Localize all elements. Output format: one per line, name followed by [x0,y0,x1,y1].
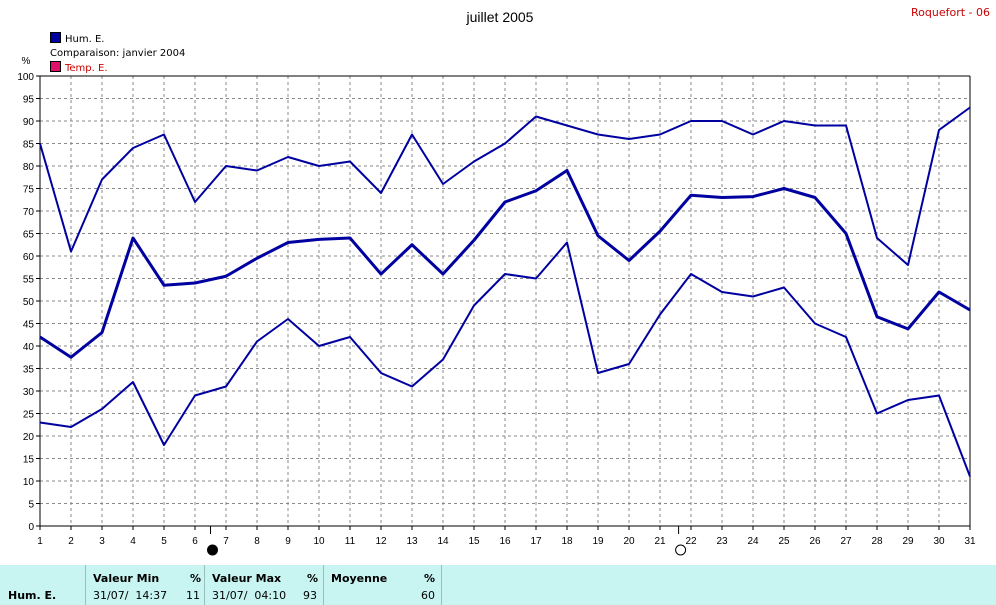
chart-title: juillet 2005 [466,9,534,25]
stats-min-unit: % [190,572,202,585]
x-tick-label: 9 [285,536,291,547]
x-tick-label: 12 [375,536,387,547]
y-tick-label: 90 [23,117,35,128]
y-tick-label: 45 [23,320,35,331]
x-tick-label: 27 [840,536,852,547]
station-name: Roquefort - 06 [911,6,990,19]
axes [36,75,971,530]
x-tick-label: 22 [685,536,697,547]
x-tick-label: 3 [99,536,105,547]
x-tick-labels: 1 2 3 4 5 6 7 8 9 10 11 12 13 14 15 16 17 18 19 20 21 22 23 24 2… [37,536,976,547]
stats-avg-value: 60 [421,589,435,602]
y-tick-label: 65 [23,230,35,241]
grid [40,75,971,526]
x-tick-label: 15 [468,536,480,547]
stats-min-header: Valeur Min [93,572,160,585]
stats-footer: Hum. E. Valeur Min % 31/07/ 14:37 11 Val… [0,565,996,605]
x-tick-label: 14 [437,536,449,547]
x-tick-label: 6 [192,536,198,547]
x-tick-label: 8 [254,536,260,547]
stats-avg-cell: Moyenne % 60 [324,565,442,605]
moon-phase-markers [207,526,687,556]
x-tick-label: 21 [654,536,666,547]
y-tick-label: 15 [23,455,35,466]
y-tick-labels: 0 5 10 15 20 25 30 35 40 45 50 55 60 65 70 75 80 85 90 95 10… [17,72,34,533]
x-tick-label: 19 [592,536,604,547]
stats-max-unit: % [307,572,319,585]
legend-swatch-temperature [50,61,61,72]
full-moon-icon [675,544,687,556]
x-tick-label: 5 [161,536,167,547]
series-line-min [39,241,971,477]
y-tick-label: 95 [23,95,35,106]
stats-max-date: 31/07/ 04:10 [212,589,287,602]
y-tick-label: 5 [28,500,34,511]
y-tick-label: 40 [23,342,35,353]
y-tick-label: 50 [23,297,35,308]
legend-label: Hum. E. [65,34,105,45]
y-tick-label: 0 [28,522,34,533]
series-line-mean [39,169,971,359]
x-tick-label: 10 [313,536,325,547]
x-tick-label: 18 [561,536,573,547]
series-line-max [39,106,971,266]
y-axis-unit: % [22,56,31,67]
x-tick-label: 23 [716,536,728,547]
y-tick-label: 10 [23,477,35,488]
x-tick-label: 29 [902,536,914,547]
x-tick-label: 26 [809,536,821,547]
y-tick-label: 80 [23,162,35,173]
legend-comparison: Comparaison: janvier 2004 [50,47,185,61]
stats-max-value: 93 [303,589,317,602]
y-tick-label: 20 [23,432,35,443]
y-tick-label: 75 [23,185,35,196]
x-tick-label: 4 [130,536,136,547]
legend-swatch-humidity [50,32,61,43]
y-tick-label: 30 [23,387,35,398]
legend-label: Temp. E. [65,63,108,74]
legend-item-humidity[interactable]: Hum. E. [50,32,185,47]
x-tick-label: 25 [778,536,790,547]
x-tick-label: 13 [406,536,418,547]
y-tick-label: 85 [23,140,35,151]
new-moon-icon [207,544,218,556]
x-tick-label: 30 [933,536,945,547]
series-lines [39,106,971,477]
x-tick-label: 31 [964,536,976,547]
x-tick-label: 2 [68,536,74,547]
x-tick-label: 28 [871,536,883,547]
stats-row-label: Hum. E. [8,589,57,602]
x-tick-label: 7 [223,536,229,547]
y-tick-label: 70 [23,207,35,218]
x-tick-label: 24 [747,536,759,547]
y-tick-label: 55 [23,275,35,286]
stats-avg-unit: % [424,572,436,585]
stats-min-date: 31/07/ 14:37 [93,589,168,602]
stats-max-cell: Valeur Max % 31/07/ 04:10 93 [205,565,324,605]
y-tick-label: 35 [23,365,35,376]
stats-max-header: Valeur Max [212,572,282,585]
y-tick-label: 100 [17,72,34,83]
x-tick-label: 16 [499,536,511,547]
x-tick-label: 17 [530,536,542,547]
legend: Hum. E. Comparaison: janvier 2004 Temp. … [50,32,185,76]
stats-avg-header: Moyenne [331,572,388,585]
x-tick-label: 20 [623,536,635,547]
y-tick-label: 25 [23,410,35,421]
stats-min-cell: Valeur Min % 31/07/ 14:37 11 [86,565,205,605]
y-tick-label: 60 [23,252,35,263]
stats-min-value: 11 [186,589,200,602]
stats-row-label-cell: Hum. E. [0,565,86,605]
humidity-chart: juillet 2005 % 0510152025303540455055606… [17,9,976,556]
legend-label: Comparaison: janvier 2004 [50,48,186,59]
x-tick-label: 1 [37,536,43,547]
legend-item-temperature[interactable]: Temp. E. [50,61,185,76]
x-tick-label: 11 [345,536,356,547]
